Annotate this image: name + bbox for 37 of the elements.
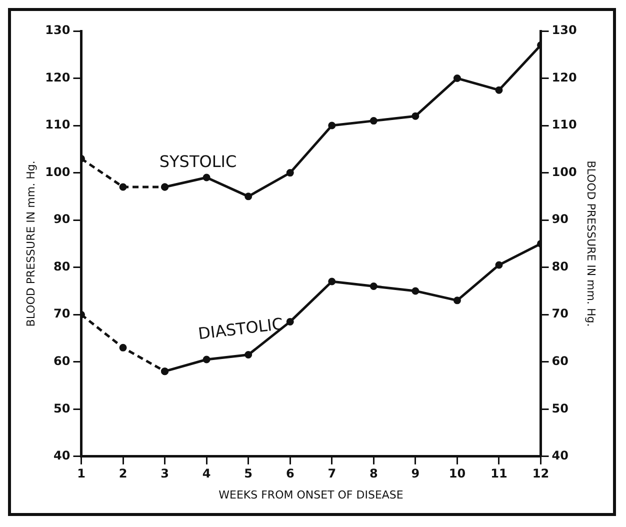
x-tick-label: 1 [77,466,86,481]
annotation: DIASTOLIC [197,314,284,344]
x-tick-label: 6 [286,466,294,481]
y2-tick-label: 100 [552,164,577,179]
x-tick-label: 5 [244,466,253,481]
x-tick-label: 9 [411,466,420,481]
y-tick-label: 100 [45,164,70,179]
y2-tick-label: 60 [552,354,568,368]
y2-axis-title: BLOOD PRESSURE IN mm. Hg. [584,160,598,327]
x-tick-label: 4 [202,466,211,481]
y-tick-label: 60 [54,354,70,368]
y-tick-label: 90 [54,212,70,226]
y2-tick-label: 50 [552,401,568,416]
y-tick-label: 50 [54,401,70,416]
y-tick-label: 110 [45,118,70,132]
y2-tick-label: 120 [552,70,577,84]
x-tick-label: 11 [490,466,508,481]
y2-tick-label: 40 [552,448,568,463]
x-tick-label: 2 [118,466,128,481]
y-tick-label: 80 [54,259,70,274]
y-tick-label: 130 [45,23,70,38]
y2-tick-label: 90 [552,212,568,226]
x-tick-label: 8 [369,466,378,481]
y-tick-label: 40 [54,448,70,463]
x-tick-label: 10 [448,466,466,481]
y-tick-label: 120 [45,70,70,84]
y2-tick-label: 70 [552,306,568,321]
y2-tick-label: 80 [552,259,568,274]
y-tick-label: 70 [54,306,70,321]
x-axis-title: WEEKS FROM ONSET OF DISEASE [218,488,404,502]
y2-tick-label: 110 [552,118,577,132]
x-tick-label: 12 [532,466,550,481]
annotation: SYSTOLIC [159,152,237,172]
y-axis-title: BLOOD PRESSURE IN mm. Hg. [24,160,38,327]
x-tick-label: 3 [160,466,169,481]
y2-tick-label: 130 [552,23,577,38]
x-tick-label: 7 [328,466,336,481]
